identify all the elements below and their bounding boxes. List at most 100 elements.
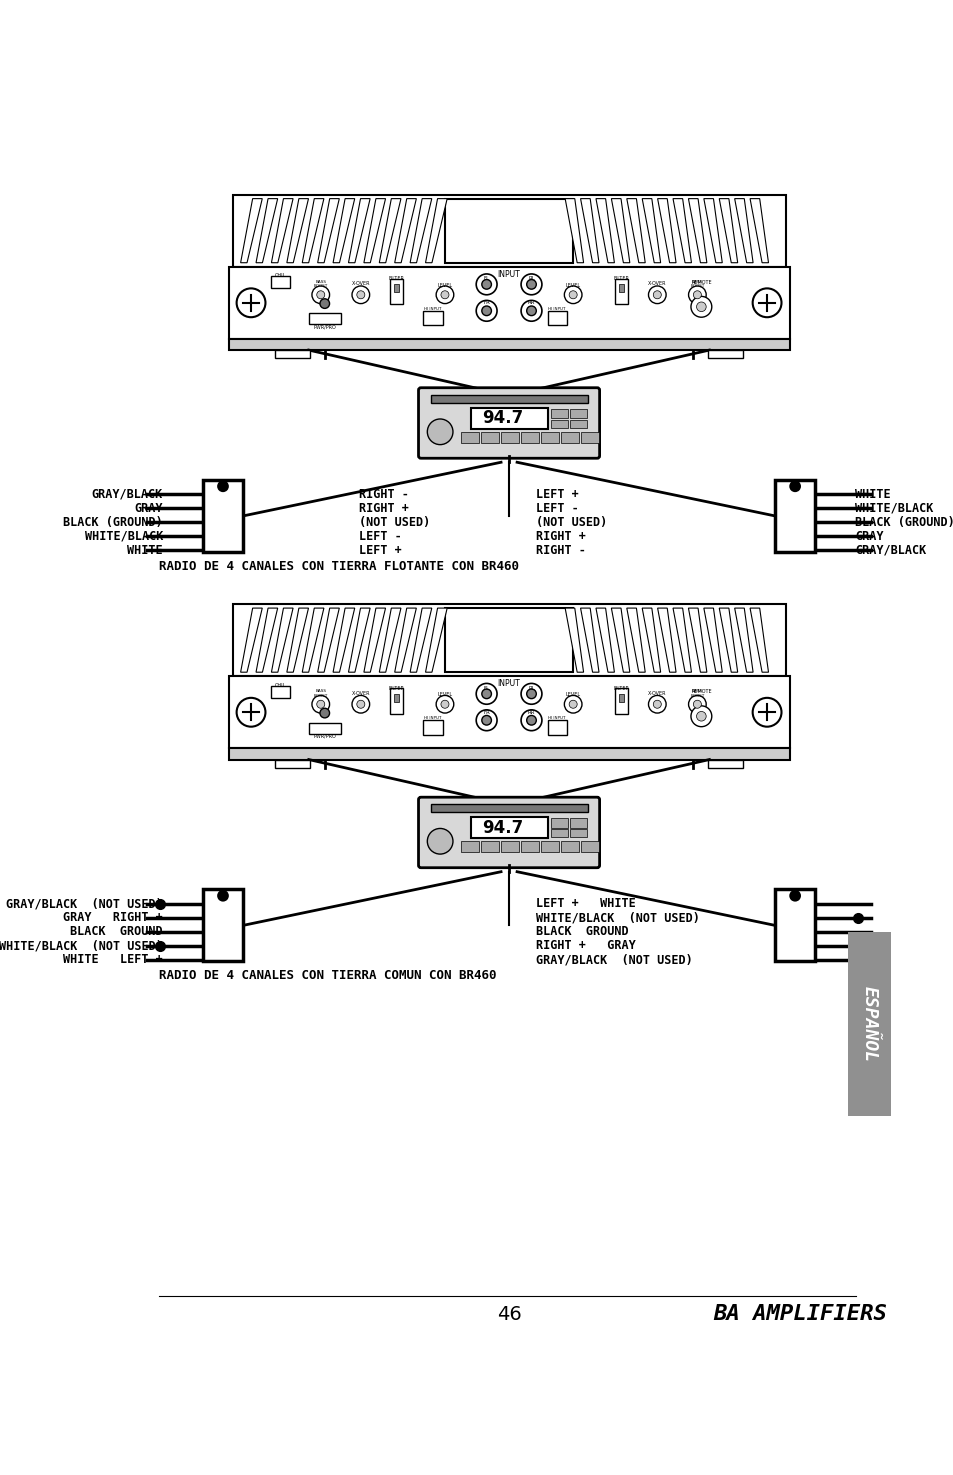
Text: LEVEL: LEVEL bbox=[436, 692, 452, 698]
Bar bbox=[229, 339, 789, 350]
Circle shape bbox=[476, 274, 497, 295]
Text: RADIO DE 4 CANALES CON TIERRA FLOTANTE CON BR460: RADIO DE 4 CANALES CON TIERRA FLOTANTE C… bbox=[159, 560, 518, 572]
Text: LEFT -: LEFT - bbox=[359, 530, 401, 543]
Polygon shape bbox=[749, 608, 768, 673]
Text: WHITE/BLACK: WHITE/BLACK bbox=[854, 502, 933, 515]
Circle shape bbox=[752, 289, 781, 317]
Text: RIGHT +: RIGHT + bbox=[359, 502, 409, 515]
Text: BLACK (GROUND): BLACK (GROUND) bbox=[63, 516, 163, 530]
Text: X-OVER: X-OVER bbox=[352, 282, 370, 286]
Polygon shape bbox=[564, 608, 583, 673]
Polygon shape bbox=[425, 199, 447, 263]
Polygon shape bbox=[302, 608, 324, 673]
Polygon shape bbox=[348, 608, 370, 673]
Circle shape bbox=[653, 701, 660, 708]
Bar bbox=[707, 760, 742, 767]
FancyBboxPatch shape bbox=[418, 388, 599, 459]
Bar bbox=[229, 748, 789, 760]
Text: WHITE: WHITE bbox=[854, 488, 890, 502]
Bar bbox=[569, 409, 586, 419]
Text: FL: FL bbox=[483, 276, 489, 282]
Text: GRAY: GRAY bbox=[134, 502, 163, 515]
Polygon shape bbox=[255, 608, 277, 673]
Polygon shape bbox=[734, 608, 752, 673]
Text: WHITE/BLACK  (NOT USED): WHITE/BLACK (NOT USED) bbox=[0, 940, 163, 953]
Bar bbox=[423, 720, 442, 735]
Circle shape bbox=[520, 274, 541, 295]
Bar bbox=[203, 889, 243, 962]
Circle shape bbox=[648, 286, 665, 304]
Circle shape bbox=[690, 707, 711, 727]
Polygon shape bbox=[240, 199, 262, 263]
Bar bbox=[580, 432, 598, 442]
Polygon shape bbox=[410, 199, 432, 263]
Text: FR: FR bbox=[482, 301, 490, 305]
Bar bbox=[274, 350, 310, 358]
Polygon shape bbox=[410, 608, 432, 673]
Text: GRAY/BLACK  (NOT USED): GRAY/BLACK (NOT USED) bbox=[535, 953, 692, 966]
Text: GRAY   RIGHT +: GRAY RIGHT + bbox=[63, 912, 163, 925]
Bar bbox=[774, 889, 814, 962]
Text: RADIO DE 4 CANALES CON TIERRA COMUN CON BR460: RADIO DE 4 CANALES CON TIERRA COMUN CON … bbox=[159, 969, 496, 982]
Text: X-OVER: X-OVER bbox=[647, 282, 666, 286]
Text: CHIL: CHIL bbox=[274, 273, 286, 279]
Polygon shape bbox=[363, 199, 385, 263]
Bar bbox=[550, 829, 567, 838]
Polygon shape bbox=[272, 608, 293, 673]
Bar bbox=[233, 605, 784, 676]
Text: 94.7: 94.7 bbox=[481, 819, 523, 836]
Text: (NOT USED): (NOT USED) bbox=[535, 516, 606, 530]
Polygon shape bbox=[564, 199, 583, 263]
Text: CHIL: CHIL bbox=[274, 683, 286, 687]
Text: RR: RR bbox=[527, 301, 535, 305]
Text: BASS
BOOST: BASS BOOST bbox=[314, 280, 328, 288]
Bar bbox=[423, 311, 442, 324]
Polygon shape bbox=[688, 608, 706, 673]
Circle shape bbox=[648, 695, 665, 712]
Text: PWR/PRO: PWR/PRO bbox=[313, 324, 335, 329]
Circle shape bbox=[319, 299, 329, 308]
Text: FILTER: FILTER bbox=[613, 276, 629, 282]
Bar bbox=[560, 841, 578, 853]
Bar bbox=[394, 285, 399, 292]
Text: LEVEL: LEVEL bbox=[436, 283, 452, 288]
Circle shape bbox=[316, 701, 324, 708]
Polygon shape bbox=[749, 199, 768, 263]
Bar bbox=[618, 693, 623, 702]
Text: HI INPUT: HI INPUT bbox=[548, 717, 565, 720]
Text: RIGHT -: RIGHT - bbox=[359, 488, 409, 502]
Text: RIGHT +: RIGHT + bbox=[535, 530, 585, 543]
Bar bbox=[271, 276, 290, 289]
Circle shape bbox=[440, 701, 449, 708]
Polygon shape bbox=[626, 608, 644, 673]
Text: RR: RR bbox=[527, 709, 535, 715]
Text: INPUT: INPUT bbox=[497, 270, 520, 279]
Text: BLACK  GROUND: BLACK GROUND bbox=[71, 925, 163, 938]
Bar bbox=[460, 432, 478, 442]
Bar bbox=[569, 420, 586, 428]
Polygon shape bbox=[611, 608, 629, 673]
Text: WHITE/BLACK  (NOT USED): WHITE/BLACK (NOT USED) bbox=[535, 912, 699, 925]
Polygon shape bbox=[672, 199, 691, 263]
Bar bbox=[229, 676, 789, 748]
Bar bbox=[390, 279, 403, 304]
Circle shape bbox=[236, 698, 265, 727]
Text: PWR/PRO: PWR/PRO bbox=[313, 735, 335, 739]
Circle shape bbox=[688, 286, 705, 304]
Text: LEVEL: LEVEL bbox=[565, 283, 580, 288]
Circle shape bbox=[696, 302, 705, 311]
Text: 46: 46 bbox=[497, 1304, 521, 1323]
FancyBboxPatch shape bbox=[418, 796, 599, 867]
Polygon shape bbox=[425, 608, 447, 673]
Text: FILTER: FILTER bbox=[613, 686, 629, 690]
Text: FR: FR bbox=[482, 709, 490, 715]
Circle shape bbox=[520, 683, 541, 704]
Text: HI INPUT: HI INPUT bbox=[424, 717, 441, 720]
Bar bbox=[550, 819, 567, 827]
Circle shape bbox=[526, 305, 536, 316]
Bar bbox=[229, 267, 789, 339]
Circle shape bbox=[356, 291, 364, 299]
Text: HI INPUT: HI INPUT bbox=[424, 307, 441, 311]
Bar bbox=[707, 350, 742, 358]
Bar bbox=[480, 841, 498, 853]
